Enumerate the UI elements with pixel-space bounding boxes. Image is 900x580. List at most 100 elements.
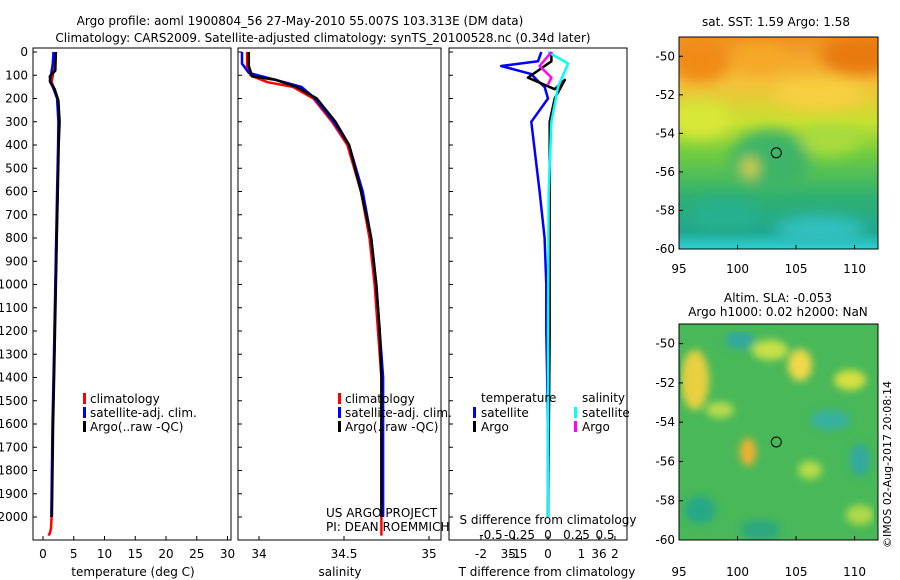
temperature-plot-frame xyxy=(32,47,232,541)
legend-label-satellite: satellite-adj. clim. xyxy=(345,406,452,420)
top-tick-label: -0.25 xyxy=(504,528,535,542)
credit-text: US ARGO PROJECT xyxy=(326,506,438,520)
x-tick-label: 35 xyxy=(421,547,436,561)
y-tick-label: 1700 xyxy=(0,440,28,454)
legend-label-argo: Argo(..raw -QC) xyxy=(90,420,183,434)
x-tick-label: 5 xyxy=(70,547,78,561)
difference-x-label: T difference from climatology xyxy=(458,565,636,579)
top-tick-label: 0.25 xyxy=(563,528,590,542)
legend-label-satellite: satellite-adj. clim. xyxy=(90,406,197,420)
map-x-tick-label: 95 xyxy=(671,262,686,276)
difference-panel: -2 -1 0 1 2 -0.5 -0.25 0 0.25 0.5 T difference f… xyxy=(448,47,636,579)
map-y-tick-label: -54 xyxy=(655,126,675,140)
sst-map-title: sat. SST: 1.59 Argo: 1.58 xyxy=(702,15,850,29)
map-y-tick-label: -56 xyxy=(655,454,675,468)
difference-y-ticks xyxy=(449,51,453,518)
sla-map-title: Altim. SLA: -0.053 xyxy=(724,291,832,305)
map-y-tick-label: -60 xyxy=(655,242,675,256)
difference-plot-frame xyxy=(448,47,628,541)
y-tick-label: 300 xyxy=(5,115,28,129)
y-tick-label: 1300 xyxy=(0,347,28,361)
y-tick-label: 1000 xyxy=(0,278,28,292)
map-y-tick-label: -54 xyxy=(655,415,675,429)
salinity-plot-frame xyxy=(237,47,442,541)
sla-map-panel: Altim. SLA: -0.053 Argo h1000: 0.02 h200… xyxy=(655,291,879,579)
salinity-x-ticks: 34 34.5 35 35.5 36 xyxy=(251,536,607,561)
y-tick-label: 1600 xyxy=(0,417,28,431)
temperature-x-ticks: 0 5 10 15 20 25 30 xyxy=(39,536,235,561)
legend-swatch-argo xyxy=(83,421,86,432)
legend-label-salinity-satellite: satellite xyxy=(582,406,630,420)
map-y-tick-label: -60 xyxy=(655,533,675,547)
top-tick-label: -0.5 xyxy=(479,528,502,542)
x-tick-label: 34 xyxy=(251,547,266,561)
x-tick-label: 20 xyxy=(158,547,173,561)
legend-label-climatology: climatology xyxy=(90,392,160,406)
map-x-tick-label: 110 xyxy=(843,565,866,579)
y-tick-label: 1100 xyxy=(0,301,28,315)
x-tick-label: 0 xyxy=(39,547,47,561)
legend-swatch-salinity-satellite xyxy=(574,407,577,418)
series-line-2 xyxy=(48,51,61,518)
y-tick-label: 1500 xyxy=(0,394,28,408)
legend-label-temperature-satellite: satellite xyxy=(481,406,529,420)
top-tick-label: 0.5 xyxy=(595,528,614,542)
y-tick-label: 500 xyxy=(5,161,28,175)
legend-swatch-climatology xyxy=(83,393,86,404)
salinity-x-label: salinity xyxy=(318,565,361,579)
map-x-tick-label: 110 xyxy=(843,262,866,276)
x-tick-label: 2 xyxy=(611,547,619,561)
x-tick-label: 25 xyxy=(189,547,204,561)
map-x-tick-label: 105 xyxy=(785,262,808,276)
sst-map-frame xyxy=(678,36,879,250)
map-y-tick-label: -52 xyxy=(655,88,675,102)
series-line-2 xyxy=(247,52,383,517)
temperature-legend: climatology satellite-adj. clim. Argo(..… xyxy=(83,392,197,434)
legend-swatch-temperature-satellite xyxy=(473,407,476,418)
map-x-tick-label: 100 xyxy=(726,262,749,276)
sst-map-axes: -50 -52 -54 -56 -58 -60 95 100 105 110 xyxy=(655,49,866,276)
map-y-tick-label: -58 xyxy=(655,494,675,508)
map-y-tick-label: -50 xyxy=(655,49,675,63)
x-tick-label: -1 xyxy=(509,547,521,561)
x-tick-label: 30 xyxy=(220,547,235,561)
y-tick-label: 200 xyxy=(5,92,28,106)
y-tick-label: 600 xyxy=(5,185,28,199)
sla-argo-location-marker xyxy=(770,436,782,448)
legend-label-climatology: climatology xyxy=(345,392,415,406)
sla-heatmap xyxy=(679,324,878,540)
y-tick-label: 400 xyxy=(5,138,28,152)
y-tick-label: 700 xyxy=(5,208,28,222)
temperature-panel: 0100200300400500600700800900100011001200… xyxy=(0,45,235,579)
series-line-0 xyxy=(499,51,550,517)
legend-swatch-salinity-argo xyxy=(574,421,577,432)
sst-map-panel: sat. SST: 1.59 Argo: 1.58 -50-52-54-56-5… xyxy=(655,15,879,276)
legend-swatch-climatology xyxy=(338,393,341,404)
difference-legend: temperature satellite Argo salinity sate… xyxy=(473,391,630,434)
legend-label-temperature-argo: Argo xyxy=(481,420,509,434)
difference-series xyxy=(499,50,570,518)
map-x-tick-label: 100 xyxy=(726,565,749,579)
temperature-y-ticks: 0 100 200 300 400 500 600 700 800 900 1000 1100 1200… xyxy=(0,45,37,524)
pi-text: PI: DEAN ROEMMICH xyxy=(326,520,449,534)
y-tick-label: 1800 xyxy=(0,464,28,478)
top-tick-label: 0 xyxy=(544,528,552,542)
legend-swatch-satellite xyxy=(83,407,86,418)
y-tick-label: 0 xyxy=(20,45,28,59)
map-y-tick-label: -58 xyxy=(655,203,675,217)
sst-argo-location-marker xyxy=(770,147,782,159)
x-tick-label: 0 xyxy=(544,547,552,561)
map-y-tick-label: -50 xyxy=(655,337,675,351)
legend-label-salinity-argo: Argo xyxy=(582,420,610,434)
y-tick-label: 800 xyxy=(5,231,28,245)
sla-map-frame xyxy=(678,323,879,541)
temperature-series xyxy=(47,51,61,537)
x-tick-label: 10 xyxy=(97,547,112,561)
legend-title-temperature: temperature xyxy=(481,391,556,405)
legend-label-argo: Argo(..raw -QC) xyxy=(345,420,438,434)
temperature-x-label: temperature (deg C) xyxy=(71,565,194,579)
x-tick-label: 34.5 xyxy=(331,547,358,561)
map-y-tick-label: -56 xyxy=(655,165,675,179)
x-tick-label: 35.5 xyxy=(501,547,528,561)
